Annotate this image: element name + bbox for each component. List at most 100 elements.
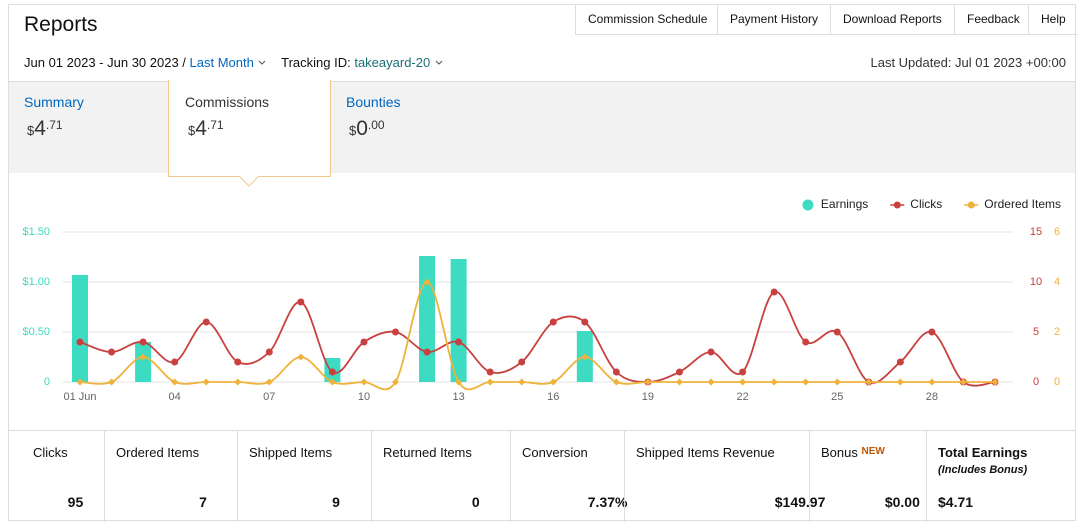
stat-label: Returned Items bbox=[383, 445, 472, 460]
point bbox=[739, 378, 747, 386]
point bbox=[171, 378, 179, 386]
tick-label: 2 bbox=[1054, 326, 1060, 338]
tracking-label: Tracking ID: bbox=[281, 55, 351, 70]
stat-value: $0.00 bbox=[884, 494, 920, 510]
stat-value: 7.37% bbox=[587, 494, 628, 510]
point bbox=[675, 368, 683, 376]
stat-value: 9 bbox=[332, 494, 340, 510]
point bbox=[707, 378, 715, 386]
stat: Shipped Items Revenue $149.97 bbox=[624, 431, 825, 522]
x-tick-label: 28 bbox=[926, 391, 938, 403]
point bbox=[139, 353, 147, 361]
stat-value: 0 bbox=[471, 494, 480, 510]
date-range: Jun 01 2023 - Jun 30 2023 / bbox=[24, 55, 186, 70]
bar bbox=[135, 342, 152, 382]
legend-item[interactable]: Clicks bbox=[890, 197, 942, 211]
stat: Conversion 7.37% bbox=[510, 431, 627, 522]
tick-label: 4 bbox=[1054, 276, 1060, 288]
page-title: Reports bbox=[24, 13, 98, 36]
x-tick-label: 16 bbox=[547, 391, 559, 403]
point bbox=[423, 348, 431, 356]
nav-button[interactable]: Feedback bbox=[954, 4, 1028, 35]
point bbox=[928, 328, 936, 336]
point bbox=[328, 378, 336, 386]
point bbox=[265, 378, 273, 386]
amount-cents: .00 bbox=[367, 118, 385, 132]
stat: Clicks 95 bbox=[9, 431, 104, 522]
stat: Total Earnings (Includes Bonus) $4.71 bbox=[926, 431, 1075, 522]
filters: Jun 01 2023 - Jun 30 2023 / Last Month T… bbox=[24, 55, 444, 70]
nav-button[interactable]: Help bbox=[1028, 4, 1078, 35]
nav-button[interactable]: Commission Schedule bbox=[575, 4, 717, 35]
tick-label: 0 bbox=[1033, 376, 1039, 388]
point bbox=[392, 328, 400, 336]
tab-amount: $4.71 bbox=[27, 117, 63, 141]
tick-label: $1.00 bbox=[22, 276, 50, 288]
caret bbox=[259, 60, 266, 65]
point bbox=[108, 378, 116, 386]
tick-label: $1.50 bbox=[22, 226, 50, 238]
new-badge: NEW bbox=[861, 446, 885, 457]
point bbox=[612, 378, 620, 386]
tab-label[interactable]: Bounties bbox=[346, 94, 401, 110]
x-tick-label: 07 bbox=[263, 391, 275, 403]
tab-label[interactable]: Commissions bbox=[185, 94, 270, 110]
point bbox=[991, 378, 999, 386]
point bbox=[549, 318, 557, 326]
chart: 0 $0.50 $1.00 $1.50 0 5 10 15 0 2 4 6 01 Jun 04 07 10 13… bbox=[22, 197, 1061, 403]
nav-button[interactable]: Download Reports bbox=[830, 4, 954, 35]
caret bbox=[435, 60, 443, 65]
legend-item[interactable]: Earnings bbox=[802, 197, 868, 211]
point bbox=[518, 378, 526, 386]
point bbox=[297, 298, 305, 306]
legend-swatch bbox=[802, 199, 814, 211]
tick-label: 0 bbox=[44, 376, 50, 388]
stat: Bonus NEW $0.00 bbox=[809, 431, 926, 522]
tab-amount: $4.71 bbox=[188, 117, 224, 141]
point bbox=[297, 353, 305, 361]
stat: Shipped Items 9 bbox=[237, 431, 371, 522]
point bbox=[833, 378, 841, 386]
point bbox=[739, 368, 747, 376]
stat-label: Total Earnings bbox=[938, 445, 1028, 460]
stat-label: Bonus bbox=[821, 445, 858, 460]
stat-label: Shipped Items Revenue bbox=[636, 445, 775, 460]
nav-button[interactable]: Payment History bbox=[717, 4, 830, 35]
x-tick-label: 04 bbox=[169, 391, 181, 403]
legend-item[interactable]: Ordered Items bbox=[964, 197, 1061, 211]
point bbox=[928, 378, 936, 386]
last-updated: Last Updated: Jul 01 2023 +00:00 bbox=[870, 55, 1066, 70]
point bbox=[865, 378, 873, 386]
point bbox=[171, 358, 179, 366]
period-dropdown[interactable]: Last Month bbox=[189, 55, 254, 70]
point bbox=[360, 338, 368, 346]
legend-swatch bbox=[967, 201, 975, 209]
tick-label: 10 bbox=[1030, 276, 1042, 288]
stat-value: $149.97 bbox=[774, 494, 826, 510]
point bbox=[770, 378, 778, 386]
amount-whole: 4 bbox=[195, 117, 207, 140]
x-tick-label: 25 bbox=[831, 391, 843, 403]
stat: Returned Items 0 bbox=[371, 431, 510, 522]
point bbox=[455, 338, 463, 346]
point bbox=[76, 378, 84, 386]
point bbox=[549, 378, 557, 386]
tab-label[interactable]: Summary bbox=[24, 94, 84, 110]
currency: $ bbox=[349, 123, 357, 138]
point bbox=[139, 338, 147, 346]
stat-value: $4.71 bbox=[938, 494, 974, 510]
point bbox=[360, 378, 368, 386]
point bbox=[455, 378, 463, 386]
tracking-dropdown[interactable]: takeayard-20 bbox=[354, 55, 431, 70]
point bbox=[234, 358, 242, 366]
x-tick-label: 22 bbox=[736, 391, 748, 403]
point bbox=[76, 338, 84, 346]
line bbox=[79, 291, 996, 387]
point bbox=[265, 348, 273, 356]
tick-label: $0.50 bbox=[22, 326, 50, 338]
active-tab[interactable] bbox=[168, 80, 331, 177]
legend-swatch bbox=[893, 201, 901, 209]
point bbox=[423, 278, 431, 286]
currency: $ bbox=[27, 123, 35, 138]
tick-label: 6 bbox=[1054, 226, 1060, 238]
